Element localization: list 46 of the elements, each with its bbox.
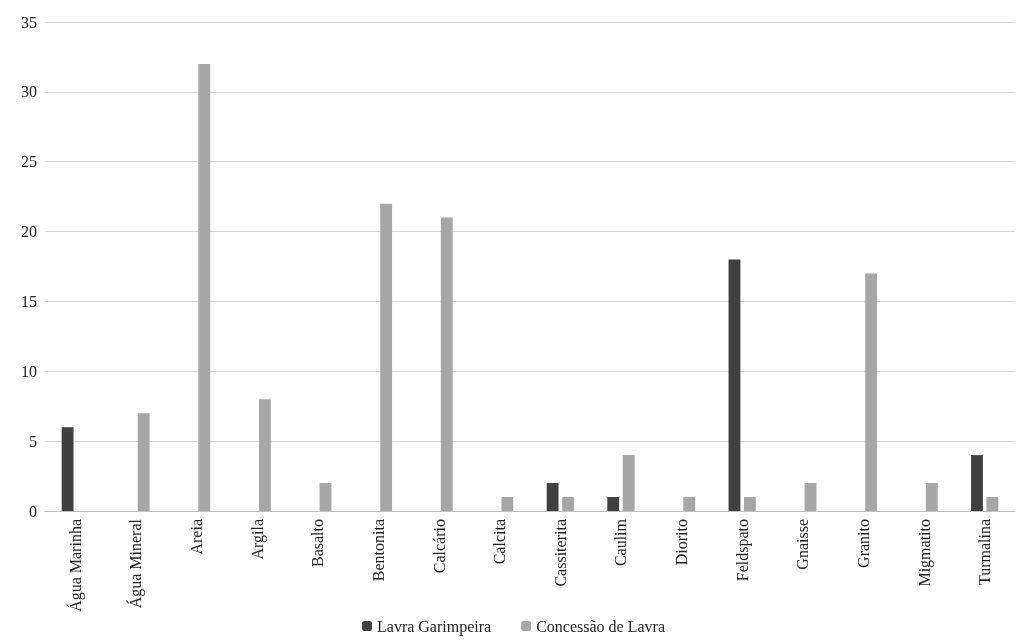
x-tick-label: Água Mineral xyxy=(126,518,146,609)
x-tick-label: Cassiterita xyxy=(551,519,569,587)
x-tick-label: Calcário xyxy=(430,519,448,574)
x-tick-label: Granito xyxy=(854,519,872,568)
bar xyxy=(258,399,271,511)
y-tick-label: 35 xyxy=(21,13,37,31)
x-tick-label: Água Marinha xyxy=(65,519,85,612)
x-tick-label: Calcita xyxy=(491,519,509,565)
x-tick-label: Feldspato xyxy=(733,519,752,582)
bar xyxy=(925,483,938,511)
x-tick-label: Gnaisse xyxy=(794,519,812,570)
x-tick-label: Areia xyxy=(188,519,206,555)
bar xyxy=(546,483,559,511)
bar xyxy=(319,483,332,511)
bar xyxy=(562,497,574,511)
legend-label: Lavra Garimpeira xyxy=(377,617,492,636)
bar xyxy=(865,273,878,511)
bar xyxy=(440,217,453,511)
y-tick-label: 20 xyxy=(21,223,37,241)
x-tick-label: Basalto xyxy=(309,519,327,567)
bar xyxy=(804,483,817,511)
x-tick-label: Argila xyxy=(248,519,267,560)
x-tick-label: Caulim xyxy=(612,518,630,567)
y-tick-label: 15 xyxy=(21,292,37,310)
y-tick-label: 0 xyxy=(29,502,37,520)
x-tick-label: Migmatito xyxy=(915,519,934,587)
bar xyxy=(622,455,635,511)
y-tick-label: 30 xyxy=(21,83,37,101)
bar xyxy=(728,259,741,511)
bar xyxy=(683,497,696,511)
bar xyxy=(137,413,150,511)
x-tick-label: Bentonita xyxy=(369,519,387,582)
bar xyxy=(971,455,983,511)
x-tick-label: Diorito xyxy=(673,519,691,566)
bar xyxy=(501,497,514,511)
x-tick-label: Turmalina xyxy=(976,519,994,586)
bar xyxy=(607,497,620,511)
bar xyxy=(198,63,211,511)
bar xyxy=(61,427,74,511)
bar xyxy=(986,497,999,511)
bar xyxy=(380,203,393,511)
bar xyxy=(743,497,756,511)
y-tick-label: 25 xyxy=(21,153,37,171)
legend-label: Concessão de Lavra xyxy=(536,617,665,635)
y-tick-label: 10 xyxy=(21,362,37,380)
y-tick-label: 5 xyxy=(29,432,37,450)
